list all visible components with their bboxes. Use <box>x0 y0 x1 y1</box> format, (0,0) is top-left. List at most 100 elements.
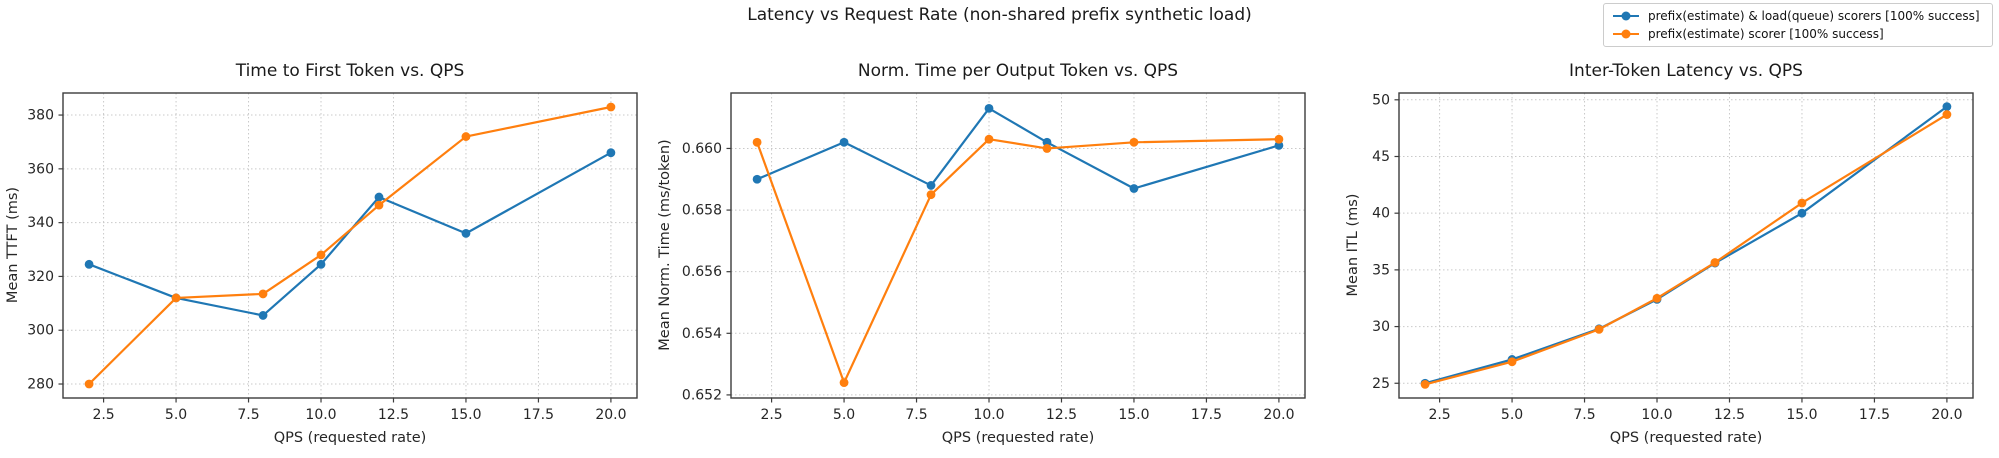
x-tick-label: 20.0 <box>595 407 626 423</box>
x-tick-label: 12.5 <box>1046 407 1077 423</box>
x-tick-label: 10.0 <box>973 407 1004 423</box>
y-tick-label: 45 <box>1372 149 1390 165</box>
data-point-marker <box>316 259 326 269</box>
x-tick-label: 17.5 <box>523 407 554 423</box>
data-point-marker <box>752 174 762 184</box>
x-tick-label: 15.0 <box>1118 407 1149 423</box>
x-tick-label: 12.5 <box>378 407 409 423</box>
x-tick-label: 17.5 <box>1859 407 1890 423</box>
y-tick-label: 380 <box>27 108 54 124</box>
data-point-marker <box>1274 134 1284 144</box>
chart-title-ttft: Time to First Token vs. QPS <box>235 61 465 81</box>
x-tick-label: 17.5 <box>1191 407 1222 423</box>
x-tick-label: 10.0 <box>305 407 336 423</box>
x-tick-label: 2.5 <box>92 407 114 423</box>
data-point-marker <box>1129 184 1139 193</box>
x-tick-label: 2.5 <box>760 407 782 423</box>
x-tick-label: 15.0 <box>450 407 481 423</box>
x-tick-label: 20.0 <box>1931 407 1962 423</box>
legend-item-blue: prefix(estimate) & load(queue) scorers [… <box>1613 8 1984 24</box>
data-point-marker <box>1652 293 1662 303</box>
x-tick-label: 5.0 <box>833 407 855 423</box>
chart-title-itl: Inter-Token Latency vs. QPS <box>1569 61 1803 81</box>
figure-title: Latency vs Request Rate (non-shared pref… <box>747 5 1252 25</box>
itl-chart-plot: 2.5 5.0 7.5 10.0 12.5 15.0 17.5 20.0 25 30 35 40 45 5… <box>1372 92 1974 423</box>
data-point-marker <box>606 148 616 158</box>
plot-frame <box>62 92 638 399</box>
y-tick-label: 0.656 <box>682 264 722 280</box>
data-point-marker <box>1797 208 1807 218</box>
legend-item-orange: prefix(estimate) scorer [100% success] <box>1613 26 1984 42</box>
data-point-marker <box>1129 137 1139 147</box>
data-point-marker <box>1274 140 1284 150</box>
y-tick-label: 25 <box>1372 376 1390 392</box>
legend-label: prefix(estimate) & load(queue) scorers [… <box>1648 9 1980 23</box>
x-axis-label-itl: QPS (requested rate) <box>1609 430 1763 446</box>
data-point-marker <box>171 293 181 303</box>
data-point-marker <box>461 228 471 238</box>
data-point-marker <box>316 250 326 260</box>
ntpot-chart-plot: 2.5 5.0 7.5 10.0 12.5 15.0 17.5 20.0 0.652 0.654 0… <box>682 92 1306 423</box>
series-line-1 <box>1423 113 1949 386</box>
y-tick-label: 0.652 <box>682 387 722 403</box>
series-line-0 <box>87 151 613 317</box>
legend-box: prefix(estimate) & load(queue) scorers [… <box>1603 3 1993 47</box>
plot-frame <box>730 92 1306 399</box>
x-tick-label: 15.0 <box>1786 407 1817 423</box>
x-tick-label: 20.0 <box>1263 407 1294 423</box>
legend-line-marker-icon <box>1613 29 1639 39</box>
data-point-marker <box>84 259 94 269</box>
data-point-marker <box>84 379 94 389</box>
chart-title-ntpot: Norm. Time per Output Token vs. QPS <box>857 61 1179 81</box>
x-axis-label-ttft: QPS (requested rate) <box>273 430 427 446</box>
x-tick-label: 10.0 <box>1641 407 1672 423</box>
data-point-marker <box>926 190 936 200</box>
x-tick-label: 12.5 <box>1714 407 1745 423</box>
data-point-marker <box>374 200 384 210</box>
y-tick-label: 300 <box>27 323 54 339</box>
y-tick-label: 360 <box>27 161 54 177</box>
data-point-marker <box>1797 198 1807 208</box>
data-point-marker <box>1507 357 1517 367</box>
series-line-0 <box>1423 105 1949 385</box>
y-axis-label-ttft: Mean TTFT (ms) <box>5 186 21 304</box>
data-point-marker <box>984 134 994 144</box>
y-axis-label-ntpot: Mean Norm. Time (ms/token) <box>657 139 673 351</box>
y-axis-label-itl: Mean ITL (ms) <box>1345 193 1361 297</box>
y-tick-label: 30 <box>1372 319 1390 335</box>
series-line-1 <box>87 105 613 386</box>
data-point-marker <box>1042 144 1052 153</box>
data-point-marker <box>1710 258 1720 267</box>
data-point-marker <box>258 311 268 320</box>
x-tick-label: 7.5 <box>905 407 927 423</box>
data-point-marker <box>752 137 762 147</box>
data-point-marker <box>606 102 616 112</box>
x-tick-label: 2.5 <box>1428 407 1450 423</box>
y-tick-label: 0.660 <box>682 141 722 157</box>
data-point-marker <box>839 378 849 387</box>
y-tick-label: 0.658 <box>682 203 722 219</box>
data-point-marker <box>1942 110 1952 119</box>
y-tick-label: 320 <box>27 269 54 285</box>
data-point-marker <box>374 192 384 202</box>
data-point-marker <box>926 181 936 190</box>
y-tick-label: 0.654 <box>682 326 722 342</box>
x-tick-label: 5.0 <box>165 407 187 423</box>
series-line-1 <box>755 138 1281 384</box>
data-point-marker <box>839 137 849 147</box>
data-point-marker <box>1594 325 1604 334</box>
legend-label: prefix(estimate) scorer [100% success] <box>1648 27 1884 41</box>
y-tick-label: 35 <box>1372 262 1390 278</box>
plot-frame <box>1398 92 1974 399</box>
y-tick-label: 50 <box>1372 92 1390 108</box>
data-point-marker <box>1942 102 1952 112</box>
x-axis-label-ntpot: QPS (requested rate) <box>941 430 1095 446</box>
y-tick-label: 340 <box>27 215 54 231</box>
x-tick-label: 7.5 <box>1573 407 1595 423</box>
ttft-chart-plot: 2.5 5.0 7.5 10.0 12.5 15.0 17.5 20.0 280 300 320 34… <box>27 92 638 423</box>
data-point-marker <box>461 132 471 141</box>
data-point-marker <box>1420 379 1430 389</box>
data-point-marker <box>1042 137 1052 147</box>
x-tick-label: 5.0 <box>1501 407 1523 423</box>
